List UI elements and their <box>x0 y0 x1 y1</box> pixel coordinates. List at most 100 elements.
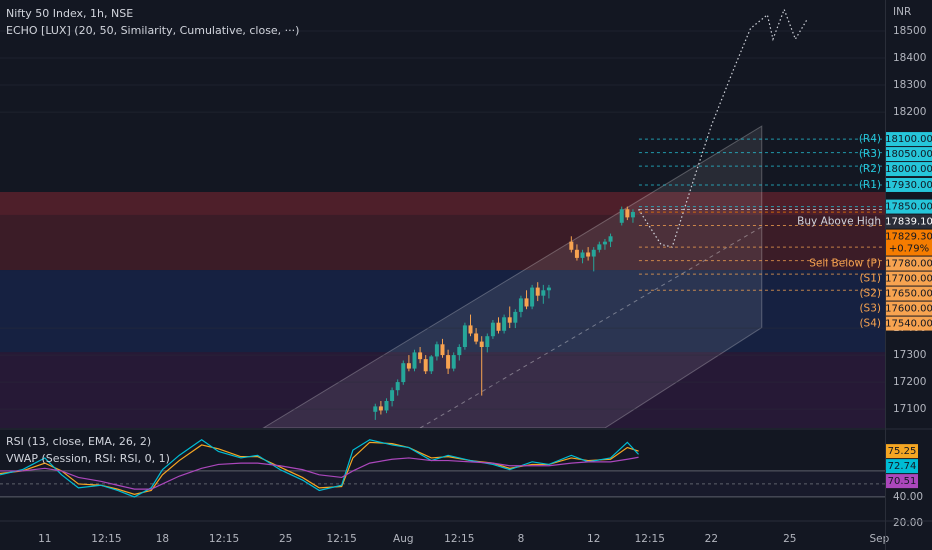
candle-body <box>524 298 529 307</box>
candle-body <box>608 236 613 242</box>
axes: 1710017200173001740018200183001840018500… <box>38 25 932 545</box>
candle-body <box>384 400 389 411</box>
x-tick-label: 11 <box>38 533 51 545</box>
candle-body <box>457 346 462 356</box>
candle-body <box>440 344 445 356</box>
x-tick-label: 18 <box>156 533 169 545</box>
vwap-title: VWAP (Session, RSI: RSI, 0, 1) <box>6 452 170 465</box>
rsi-tag <box>886 474 918 489</box>
price-tag-label: 18000.00 <box>885 164 932 175</box>
rsi-tag-label: 75.25 <box>888 446 917 457</box>
level-name: (S4) <box>859 318 881 330</box>
x-tick-label: 12:15 <box>91 533 121 545</box>
candle-body <box>535 287 540 296</box>
candle-body <box>468 325 473 334</box>
price-tag-label: 17850.00 <box>885 202 932 213</box>
x-tick-label: 12:15 <box>635 533 665 545</box>
zone <box>0 352 885 428</box>
currency: INR <box>893 6 911 18</box>
y-tick-label: 17200 <box>893 376 926 388</box>
level-name: (R1) <box>859 179 881 191</box>
rsi-line <box>0 441 639 495</box>
rsi-pane <box>0 439 885 498</box>
price-tag-label: 17780.00 <box>885 259 932 270</box>
x-tick-label: 12 <box>587 533 600 545</box>
candle-body <box>569 241 574 250</box>
candle-body <box>502 317 507 331</box>
candle-body <box>490 322 495 337</box>
price-tag-label: 17930.00 <box>885 180 932 191</box>
level-name: (R4) <box>859 133 881 145</box>
price-pane <box>0 7 885 428</box>
candle-body <box>401 363 406 383</box>
price-tag <box>886 316 932 331</box>
zone <box>0 270 885 353</box>
indicator-title: ECHO [LUX] (20, 50, Similarity, Cumulati… <box>6 24 299 37</box>
price-tag <box>886 301 932 316</box>
candle-body <box>518 298 523 312</box>
y-tick-label: 17300 <box>893 349 926 361</box>
rsi-tag-label: 72.74 <box>888 461 917 472</box>
candle-body <box>513 311 518 323</box>
candle-body <box>451 355 456 369</box>
price-tag-label: 18050.00 <box>885 149 932 160</box>
candle-body <box>418 352 423 360</box>
projection-line <box>638 7 808 248</box>
candle-body <box>434 344 439 357</box>
candle-body <box>597 244 602 250</box>
candle-body <box>378 406 383 411</box>
level-name: (R2) <box>859 163 881 175</box>
price-tag <box>886 229 932 256</box>
rsi-line <box>0 456 639 490</box>
price-tag <box>886 162 932 177</box>
rsi-tag <box>886 444 918 459</box>
rsi-band <box>0 470 885 497</box>
candle-body <box>474 333 479 342</box>
price-tag-label: 17839.10 <box>885 217 932 228</box>
candle-body <box>390 390 395 401</box>
candle-body <box>507 317 512 323</box>
y-tick-label: 18300 <box>893 79 926 91</box>
x-tick-label: 25 <box>783 533 796 545</box>
candle-body <box>591 249 596 257</box>
price-tag-label: 17600.00 <box>885 304 932 315</box>
candle-body <box>630 211 635 218</box>
level-name: Sell Below (P) <box>809 258 881 270</box>
candle-body <box>412 352 417 369</box>
y-tick-label: 17100 <box>893 403 926 415</box>
candle-body <box>530 287 535 307</box>
x-tick-label: 12:15 <box>209 533 239 545</box>
candle-body <box>574 249 579 258</box>
rsi-tag-label: 70.51 <box>888 476 917 487</box>
x-tick-label: 25 <box>279 533 292 545</box>
candle-body <box>485 336 490 347</box>
candle-body <box>580 252 585 258</box>
price-tag <box>886 271 932 286</box>
level-name: (S1) <box>859 273 881 285</box>
candle-body <box>429 356 434 372</box>
candle-body <box>496 322 501 331</box>
candle-body <box>373 406 378 412</box>
candle-body <box>462 325 467 347</box>
price-tag-label: 18100.00 <box>885 134 932 145</box>
y-tick-label: 18500 <box>893 25 926 37</box>
price-tag-label: 17829.30 <box>885 232 932 243</box>
candle-body <box>541 290 546 296</box>
channel-midline <box>419 226 763 428</box>
x-tick-label: 12:15 <box>327 533 357 545</box>
level-name: (S3) <box>859 303 881 315</box>
level-name: Buy Above High <box>797 216 881 228</box>
rsi-tick-label: 40.00 <box>893 491 923 503</box>
x-tick-label: 22 <box>705 533 718 545</box>
x-tick-label: Sep <box>870 533 890 545</box>
x-tick-label: Aug <box>393 533 414 545</box>
candle-body <box>446 355 451 369</box>
price-tag-label: 17650.00 <box>885 289 932 300</box>
candle-body <box>395 382 400 391</box>
chart-title: Nifty 50 Index, 1h, NSE <box>6 7 133 20</box>
price-tag <box>886 147 932 162</box>
channel-fill <box>262 125 763 428</box>
level-name: (S2) <box>859 288 881 300</box>
